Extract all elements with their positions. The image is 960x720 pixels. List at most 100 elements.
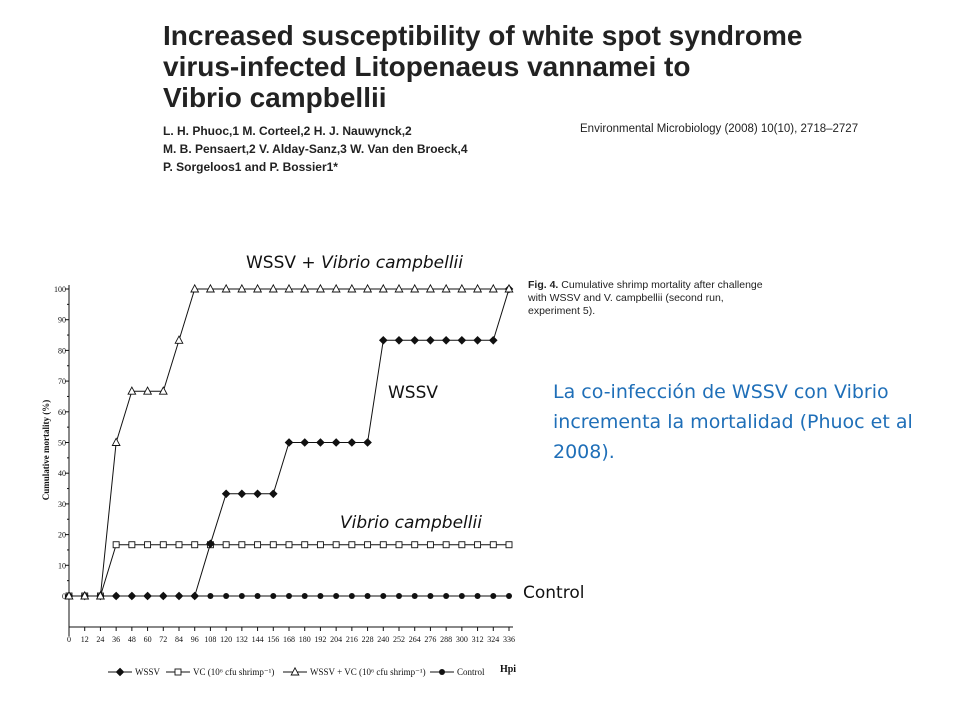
- data-point: [364, 593, 371, 599]
- data-point: [111, 437, 121, 446]
- annotation-wssv: WSSV: [388, 383, 438, 403]
- data-point: [490, 593, 497, 599]
- data-point: [175, 541, 183, 549]
- data-point: [347, 283, 357, 293]
- data-point: [253, 489, 262, 499]
- y-tick-label: 30: [58, 500, 66, 509]
- x-tick-label: 12: [81, 635, 89, 644]
- annotation-wssv-vc-species: Vibrio campbellii: [321, 253, 463, 273]
- series-diamond: [64, 284, 514, 601]
- data-point: [286, 593, 292, 599]
- annotation-vibrio: Vibrio campbellii: [340, 513, 482, 533]
- data-point: [316, 541, 324, 549]
- series-line: [69, 544, 509, 597]
- x-tick-label: 96: [191, 635, 199, 644]
- data-point: [237, 283, 247, 293]
- data-point: [300, 438, 310, 447]
- legend-item: WSSV + VC (10⁶ cfu shrimp⁻¹): [283, 666, 426, 677]
- legend-label: WSSV: [135, 667, 161, 677]
- y-axis-label: Cumulative mortality (%): [41, 400, 51, 500]
- x-tick-label: 144: [252, 635, 264, 644]
- data-point: [332, 541, 340, 549]
- legend-label: VC (10⁶ cfu shrimp⁻¹): [193, 667, 274, 677]
- data-point: [191, 541, 199, 549]
- data-point: [410, 335, 420, 345]
- x-tick-label: 228: [362, 635, 374, 644]
- data-point: [395, 541, 403, 549]
- data-point: [380, 593, 387, 599]
- x-axis-label: Hpi: [500, 664, 516, 675]
- journal-citation: Environmental Microbiology (2008) 10(10)…: [580, 123, 859, 135]
- legend-marker: [290, 666, 300, 676]
- data-point: [222, 541, 230, 549]
- data-point: [348, 593, 355, 599]
- x-tick-label: 240: [377, 635, 389, 644]
- x-tick-label: 156: [267, 635, 279, 644]
- annotation-wssv-vc-text: WSSV + Vibrio campbellii: [246, 253, 463, 273]
- data-point: [205, 283, 215, 293]
- data-point: [473, 335, 482, 345]
- data-point: [348, 541, 356, 549]
- x-tick-label: 312: [472, 635, 484, 644]
- x-tick-label: 36: [112, 635, 120, 644]
- data-point: [221, 489, 231, 499]
- legend-label: Control: [457, 667, 485, 677]
- data-point: [300, 283, 310, 293]
- x-tick-label: 192: [314, 635, 326, 644]
- data-point: [158, 591, 168, 601]
- data-point: [206, 539, 215, 549]
- data-point: [270, 593, 277, 599]
- data-point: [458, 541, 466, 549]
- x-tick-label: 288: [440, 635, 452, 644]
- x-tick-label: 324: [487, 635, 499, 644]
- data-point: [238, 593, 245, 599]
- data-point: [144, 541, 152, 549]
- x-tick-label: 120: [220, 635, 232, 644]
- figure-caption: Fig. 4. Cumulative shrimp mortality afte…: [528, 279, 768, 318]
- legend-marker: [439, 669, 445, 675]
- data-point: [254, 593, 261, 599]
- data-point: [284, 283, 294, 293]
- data-point: [301, 593, 308, 599]
- data-point: [443, 593, 450, 599]
- data-point: [207, 593, 214, 599]
- data-point: [457, 283, 467, 293]
- authors-line-3: P. Sorgeloos1 and P. Bossier1*: [163, 160, 338, 174]
- legend-label: WSSV + VC (10⁶ cfu shrimp⁻¹): [310, 667, 426, 677]
- chart-axes: 0 10 20 30 40 50 60 70 80 90 100 0 12 24 36 48 60 72 84 96 1…: [54, 285, 515, 644]
- data-point: [301, 541, 309, 549]
- y-tick-label: 90: [58, 316, 66, 325]
- x-tick-label: 204: [330, 635, 342, 644]
- data-point: [411, 593, 418, 599]
- annotation-control: Control: [523, 583, 584, 603]
- data-point: [159, 541, 167, 549]
- data-point: [347, 438, 357, 447]
- spanish-note: La co-infección de WSSV con Vibrio incre…: [553, 381, 913, 463]
- data-point: [379, 541, 387, 549]
- y-tick-label: 80: [58, 346, 66, 355]
- x-tick-label: 48: [128, 635, 136, 644]
- data-point: [143, 386, 153, 395]
- data-point: [457, 335, 467, 345]
- data-point: [505, 541, 513, 549]
- annotation-wssv-vc: WSSV + Vibrio campbellii: [246, 253, 463, 273]
- series-square: [65, 541, 513, 600]
- data-point: [489, 541, 497, 549]
- data-point: [364, 541, 372, 549]
- data-point: [190, 591, 200, 601]
- x-tick-label: 60: [144, 635, 152, 644]
- data-point: [473, 283, 483, 293]
- legend-item: VC (10⁶ cfu shrimp⁻¹): [166, 667, 274, 677]
- data-point: [253, 283, 263, 293]
- data-point: [174, 335, 184, 344]
- data-point: [363, 438, 372, 447]
- data-point: [410, 283, 420, 293]
- data-point: [474, 593, 481, 599]
- data-point: [488, 283, 498, 293]
- data-point: [411, 541, 419, 549]
- data-point: [190, 283, 200, 293]
- paper-title-line-2: virus-infected Litopenaeus vannamei to: [163, 51, 691, 82]
- data-point: [254, 541, 262, 549]
- data-point: [64, 590, 74, 600]
